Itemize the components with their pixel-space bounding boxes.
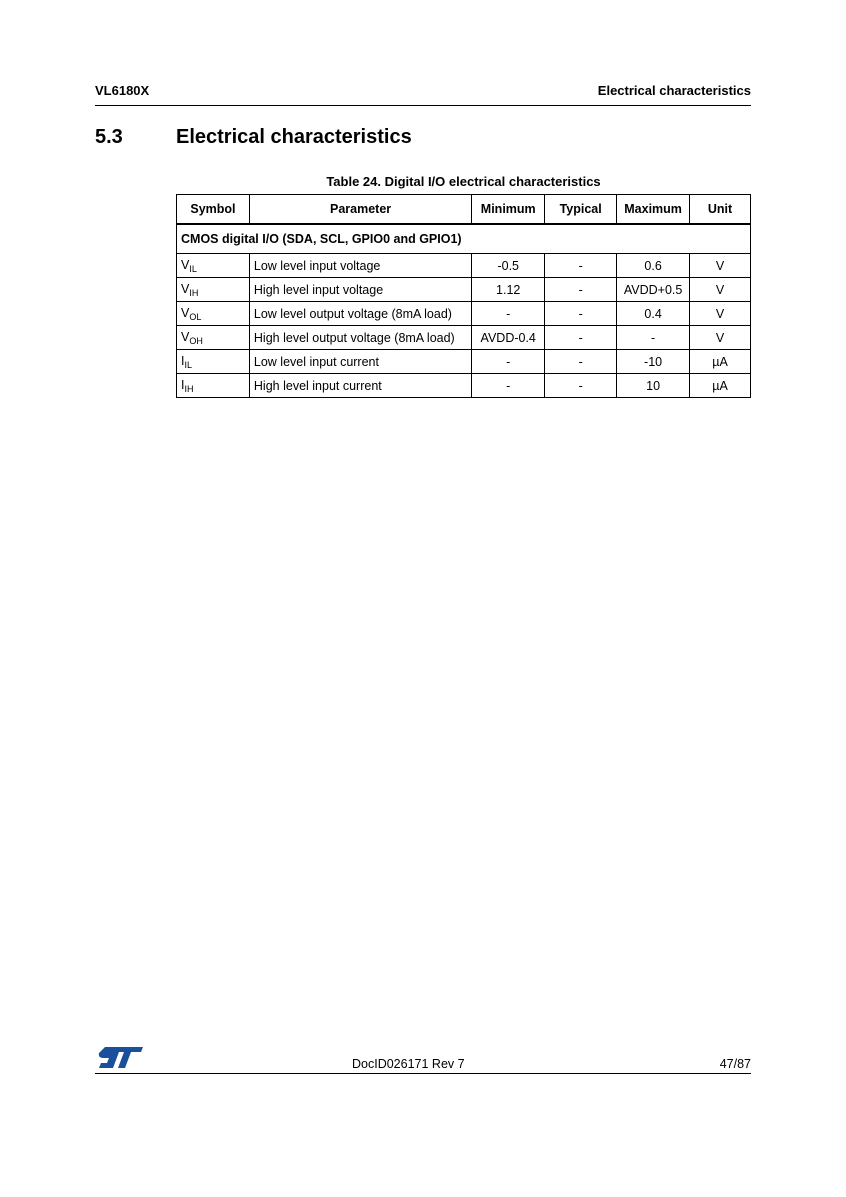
typical-cell: -	[544, 373, 618, 398]
typical-cell: -	[544, 349, 618, 374]
typical-cell: -	[544, 277, 618, 302]
table-row: VIH High level input voltage 1.12- AVDD+0.5…	[176, 277, 751, 302]
column-header: Symbol	[176, 194, 250, 225]
header-rule	[95, 105, 751, 106]
symbol-cell: IIH	[176, 373, 250, 398]
symbol: V	[181, 281, 190, 296]
footer-doc-id: DocID026171 Rev 7	[352, 1057, 465, 1071]
symbol-cell: VIL	[176, 253, 250, 278]
electrical-characteristics-table: Symbol Parameter Minimum Typical Maximum…	[176, 194, 751, 398]
symbol-cell: VOH	[176, 325, 250, 350]
symbol-cell: VOL	[176, 301, 250, 326]
parameter-cell: Low level input current	[248, 349, 473, 374]
maximum-cell: 0.6	[616, 253, 691, 278]
symbol: V	[181, 329, 190, 344]
table-caption: Table 24. Digital I/O electrical charact…	[326, 174, 601, 189]
symbol-cell: VIH	[176, 277, 250, 302]
symbol-subscript: IH	[189, 287, 199, 298]
table-row: VIL Low level input voltage -0.5-0.6 V	[176, 253, 751, 278]
maximum-cell: -10	[616, 349, 691, 374]
minimum-cell: -0.5	[471, 253, 546, 278]
unit-cell: V	[689, 277, 751, 302]
symbol: V	[181, 305, 190, 320]
symbol-subscript: OL	[189, 311, 202, 322]
typical-cell: -	[544, 325, 618, 350]
section-label: CMOS digital I/O (SDA, SCL, GPIO0 and GP…	[176, 223, 751, 254]
table-header-row: Symbol Parameter Minimum Typical Maximum…	[176, 194, 751, 225]
minimum-cell: AVDD-0.4	[471, 325, 546, 350]
symbol-cell: IIL	[176, 349, 250, 374]
symbol: V	[181, 257, 190, 272]
column-header: Unit	[689, 194, 751, 225]
symbol-subscript: IL	[189, 263, 197, 274]
maximum-cell: AVDD+0.5	[616, 277, 691, 302]
footer-page-number: 47/87	[719, 1057, 751, 1071]
unit-cell: V	[689, 301, 751, 326]
parameter-cell: High level output voltage (8mA load)	[248, 325, 473, 350]
header-doc-name: VL6180X	[95, 83, 150, 98]
maximum-cell: 10	[616, 373, 691, 398]
minimum-cell: -	[471, 373, 546, 398]
maximum-cell: 0.4	[616, 301, 691, 326]
unit-cell: µA	[689, 349, 751, 374]
column-header: Minimum	[471, 194, 546, 225]
symbol-subscript: IH	[184, 383, 194, 394]
table-row: VOH High level output voltage (8mA load) A…	[176, 325, 751, 350]
symbol-subscript: OH	[189, 335, 203, 346]
section-title: Electrical characteristics	[176, 126, 412, 148]
symbol-subscript: IL	[184, 359, 192, 370]
unit-cell: V	[689, 325, 751, 350]
column-header: Maximum	[616, 194, 691, 225]
unit-cell: µA	[689, 373, 751, 398]
symbol: I	[181, 353, 185, 368]
parameter-cell: Low level input voltage	[248, 253, 473, 278]
minimum-cell: -	[471, 349, 546, 374]
section-number: 5.3	[95, 126, 123, 148]
table-row: VOL Low level output voltage (8mA load) - -…	[176, 301, 751, 326]
unit-cell: V	[689, 253, 751, 278]
column-header: Parameter	[248, 194, 473, 225]
st-logo-icon	[98, 1047, 143, 1068]
symbol: I	[181, 377, 185, 392]
table-section-row: CMOS digital I/O (SDA, SCL, GPIO0 and GP…	[176, 223, 751, 254]
footer-rule	[95, 1073, 751, 1074]
table-row: IIH High level input current - -10 µA	[176, 373, 751, 398]
parameter-cell: Low level output voltage (8mA load)	[248, 301, 473, 326]
header-section-name: Electrical characteristics	[597, 83, 751, 98]
parameter-cell: High level input current	[248, 373, 473, 398]
table-row: IIL Low level input current - - -10 µA	[176, 349, 751, 374]
typical-cell: -	[544, 253, 618, 278]
maximum-cell: -	[616, 325, 691, 350]
parameter-cell: High level input voltage	[248, 277, 473, 302]
minimum-cell: -	[471, 301, 546, 326]
column-header: Typical	[544, 194, 618, 225]
minimum-cell: 1.12	[471, 277, 546, 302]
typical-cell: -	[544, 301, 618, 326]
